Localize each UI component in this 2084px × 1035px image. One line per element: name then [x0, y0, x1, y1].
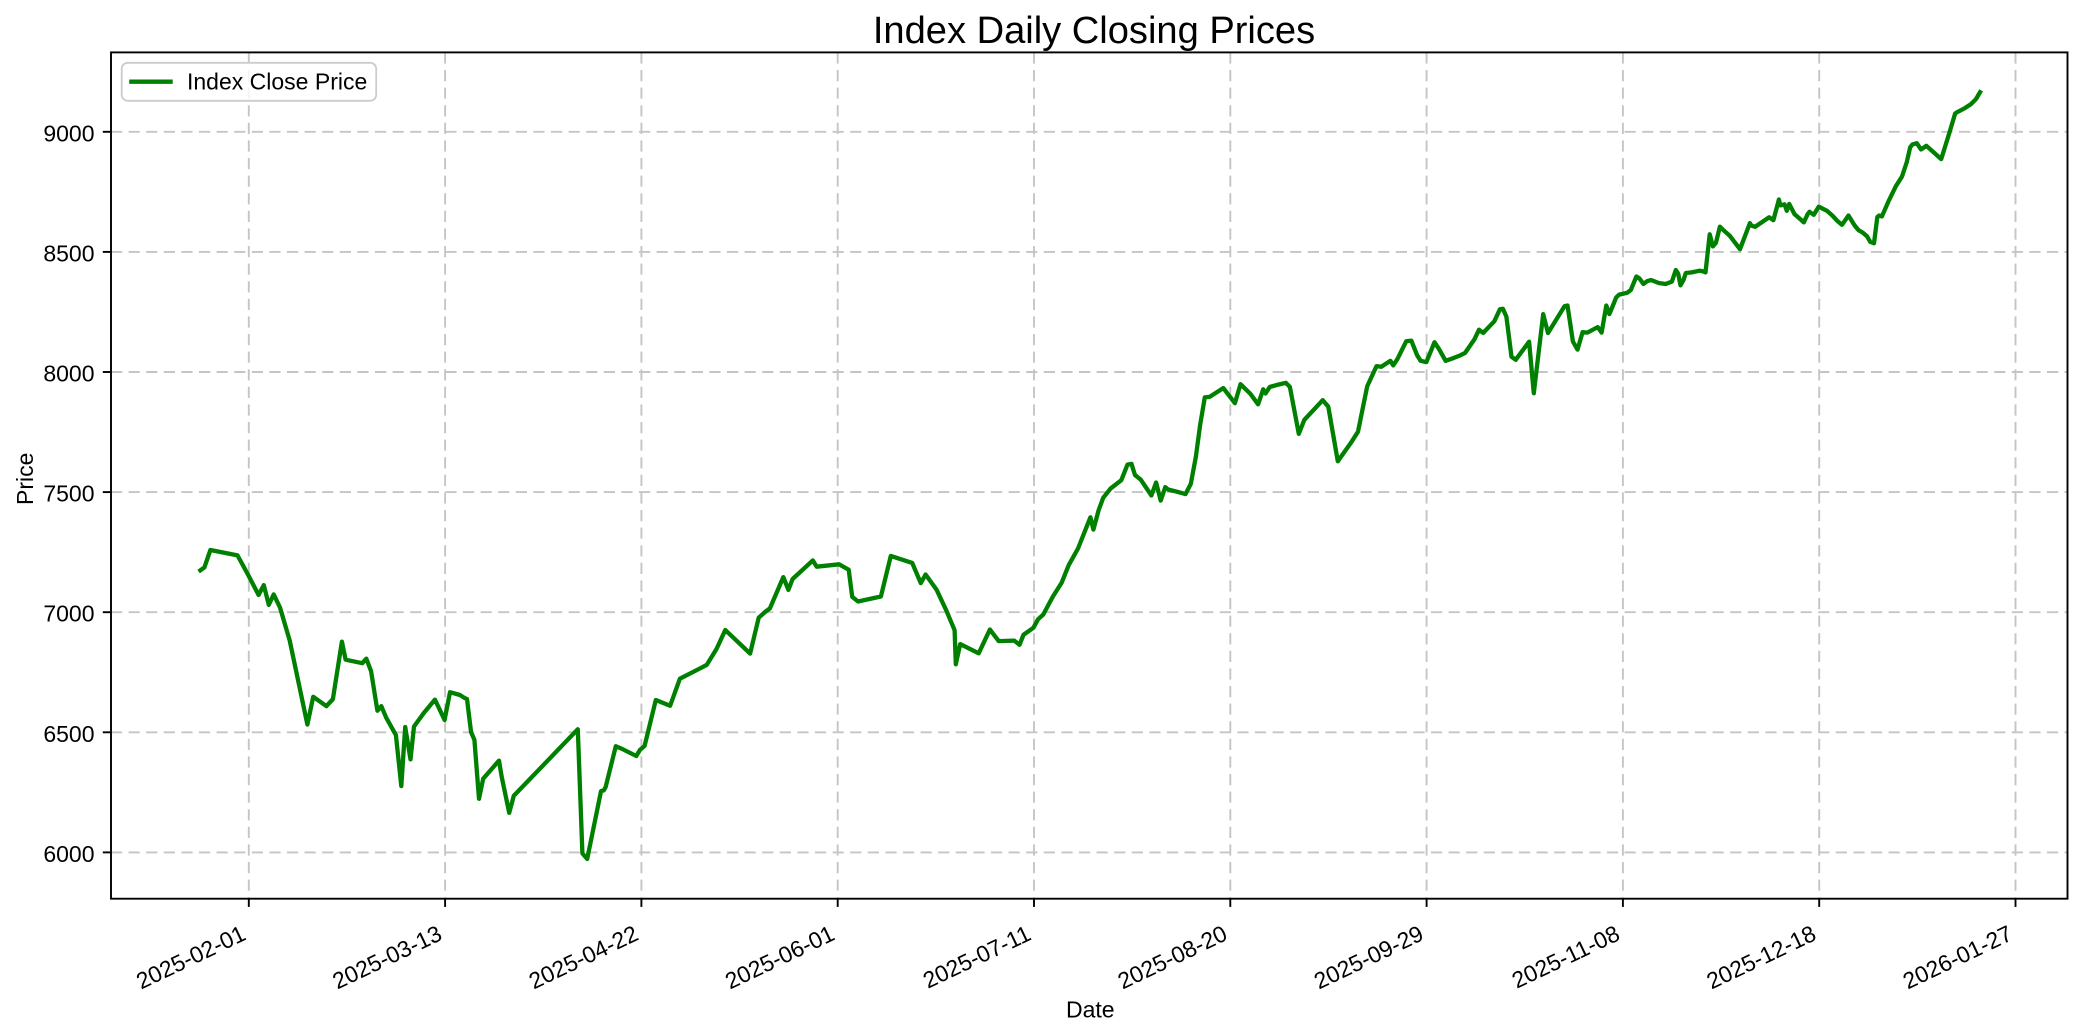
- svg-text:7000: 7000: [43, 601, 94, 627]
- svg-text:Index Daily Closing Prices: Index Daily Closing Prices: [873, 10, 1315, 52]
- svg-text:Date: Date: [1066, 997, 1115, 1023]
- svg-text:7500: 7500: [43, 481, 94, 507]
- svg-text:6500: 6500: [43, 721, 94, 747]
- svg-text:8000: 8000: [43, 361, 94, 387]
- svg-text:Price: Price: [12, 453, 38, 505]
- svg-text:8500: 8500: [43, 240, 94, 266]
- svg-text:9000: 9000: [43, 120, 94, 146]
- svg-text:6000: 6000: [43, 841, 94, 867]
- svg-text:Index Close Price: Index Close Price: [187, 69, 367, 95]
